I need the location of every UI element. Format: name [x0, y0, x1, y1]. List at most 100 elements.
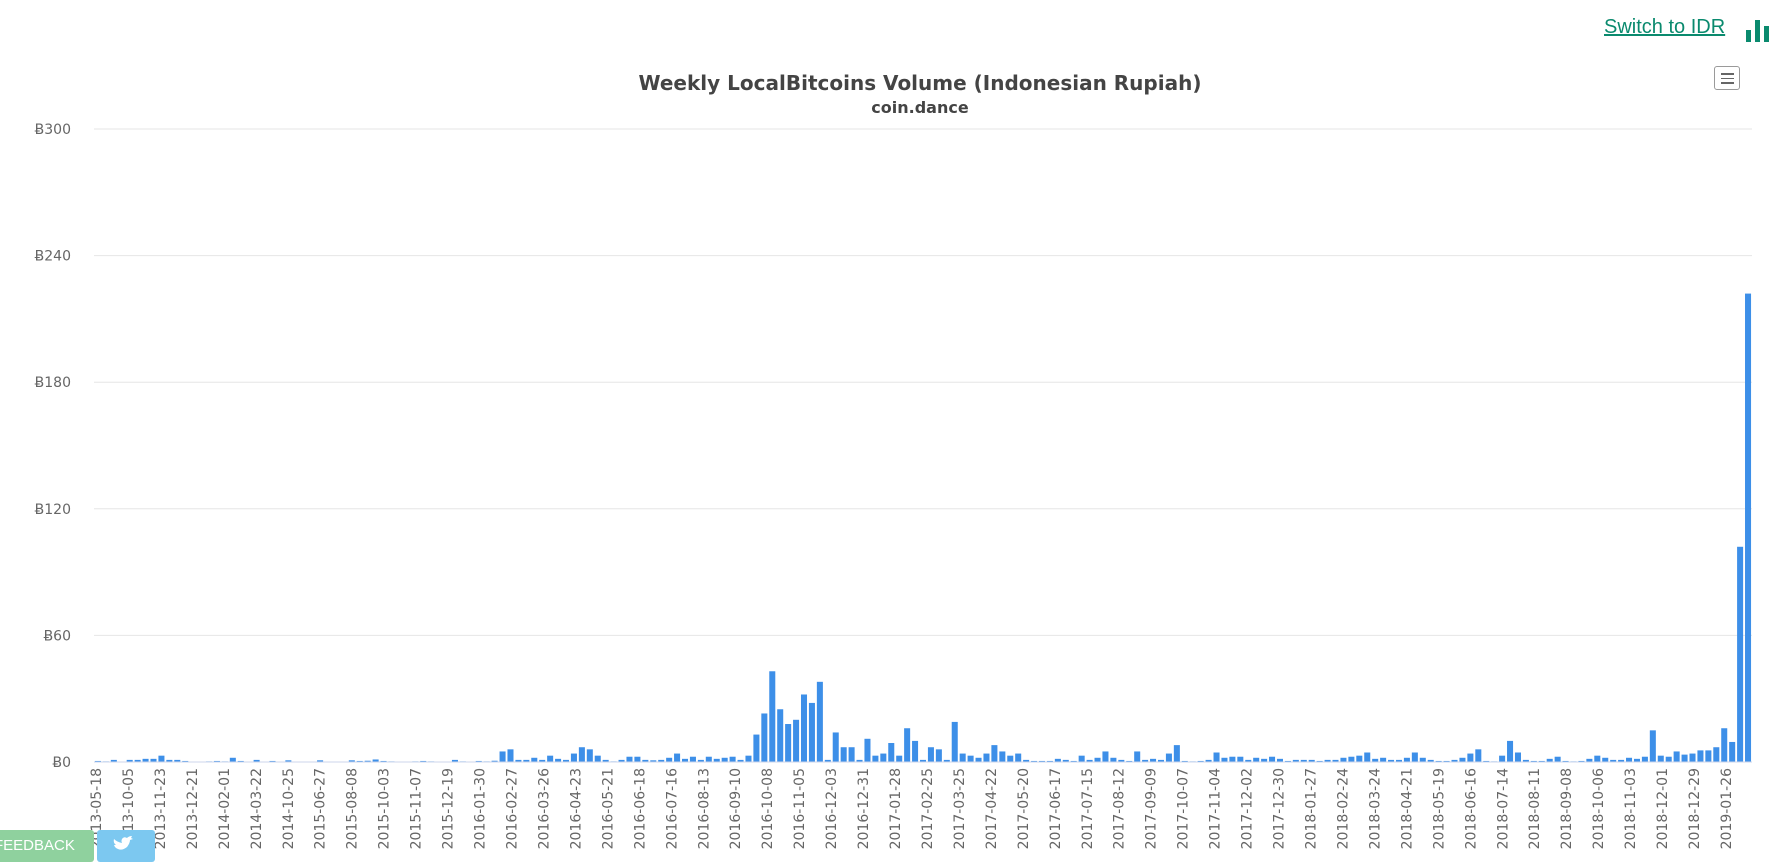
- x-tick-label: 2017-08-12: [1112, 768, 1128, 849]
- bar: [927, 747, 934, 762]
- bar: [967, 755, 974, 762]
- bar: [1316, 760, 1323, 762]
- bar: [1142, 759, 1149, 762]
- x-tick-label: 2017-10-07: [1176, 768, 1192, 849]
- bar: [1507, 740, 1514, 762]
- bar: [134, 759, 141, 762]
- chart-menu-button[interactable]: [1714, 66, 1740, 90]
- bar: [880, 753, 887, 762]
- bar: [1435, 760, 1442, 762]
- bar: [1205, 759, 1212, 762]
- y-tick-label: Ƀ180: [35, 375, 71, 391]
- twitter-button[interactable]: [97, 830, 155, 862]
- bar: [1713, 747, 1720, 762]
- x-tick-label: 2017-02-25: [920, 768, 936, 849]
- bar: [213, 760, 220, 762]
- x-tick-label: 2016-06-18: [632, 768, 648, 849]
- x-tick-label: 2018-09-08: [1559, 768, 1575, 849]
- x-tick-label: 2014-10-25: [281, 768, 297, 849]
- bar: [1681, 754, 1688, 762]
- y-tick-label: Ƀ300: [35, 122, 71, 138]
- bar: [1403, 757, 1410, 762]
- bar: [904, 728, 911, 762]
- switch-to-idr-link[interactable]: Switch to IDR: [1604, 16, 1726, 38]
- bar: [1657, 755, 1664, 762]
- bar: [1181, 760, 1188, 762]
- x-tick-label: 2017-07-15: [1080, 768, 1096, 849]
- bar: [1483, 760, 1490, 762]
- bar: [666, 757, 673, 762]
- bar: [1443, 760, 1450, 762]
- bar: [999, 751, 1006, 762]
- bar: [285, 760, 292, 762]
- bar: [896, 755, 903, 762]
- bar: [1546, 758, 1553, 762]
- x-tick-label: 2016-10-08: [760, 768, 776, 849]
- bar: [1284, 760, 1291, 762]
- bar: [1419, 757, 1426, 762]
- bar: [1292, 759, 1299, 762]
- hamburger-menu-icon: [1721, 82, 1734, 84]
- feedback-button[interactable]: FEEDBACK: [0, 830, 94, 862]
- bar: [991, 745, 998, 762]
- twitter-bird-icon: [113, 836, 133, 850]
- x-tick-label: 2018-08-11: [1527, 768, 1543, 849]
- x-tick-label: 2016-12-31: [856, 768, 872, 849]
- bar: [800, 694, 808, 762]
- x-tick-label: 2016-05-21: [600, 768, 616, 849]
- x-tick-label: 2018-07-14: [1495, 768, 1511, 849]
- bar: [1467, 753, 1474, 762]
- x-tick-label: 2018-03-24: [1367, 768, 1383, 849]
- bar: [1165, 753, 1172, 762]
- bar: [1118, 759, 1125, 762]
- bar: [110, 759, 117, 762]
- bar-chart-icon[interactable]: [1744, 18, 1772, 42]
- bar: [793, 719, 800, 762]
- bar: [1364, 752, 1371, 762]
- x-tick-label: 2019-01-26: [1719, 768, 1735, 849]
- bar: [1324, 759, 1331, 762]
- bar: [253, 759, 260, 762]
- bar: [570, 753, 577, 762]
- bar: [959, 753, 966, 762]
- x-tick-label: 2016-09-10: [728, 768, 744, 849]
- bar: [1641, 756, 1648, 762]
- x-tick-label: 2018-10-06: [1591, 768, 1607, 849]
- x-tick-label: 2016-07-16: [664, 768, 680, 849]
- bar-chart-icon-bar: [1755, 20, 1760, 42]
- bar: [1649, 730, 1656, 762]
- bar: [174, 759, 181, 762]
- x-tick-label: 2018-12-29: [1687, 768, 1703, 849]
- bar: [1633, 758, 1640, 762]
- x-tick-label: 2018-12-01: [1655, 768, 1671, 849]
- bar: [475, 760, 482, 762]
- bar: [1023, 759, 1030, 762]
- bar: [697, 759, 704, 762]
- x-tick-label: 2017-01-28: [888, 768, 904, 849]
- bar: [935, 749, 942, 762]
- x-tick-label: 2016-08-13: [696, 768, 712, 849]
- x-tick-label: 2016-12-03: [824, 768, 840, 849]
- x-axis: 2013-05-18 2013-10-05 2013-11-23 2013-12-21…: [89, 761, 1752, 849]
- bar: [912, 740, 919, 762]
- x-tick-label: 2017-05-20: [1016, 768, 1032, 849]
- bar: [1221, 757, 1228, 762]
- bar: [499, 751, 506, 762]
- x-tick-label: 2018-05-19: [1431, 768, 1447, 849]
- x-tick-label: 2016-04-23: [568, 768, 584, 849]
- bar: [1522, 759, 1529, 762]
- bar: [1737, 546, 1744, 762]
- bar-chart-icon-bar: [1764, 26, 1769, 42]
- bar: [372, 759, 379, 762]
- y-axis: Ƀ0 Ƀ60 Ƀ120 Ƀ180 Ƀ240 Ƀ300: [35, 122, 71, 771]
- bar: [491, 760, 498, 762]
- x-tick-label: 2016-02-27: [505, 768, 521, 849]
- bar: [1015, 753, 1022, 762]
- bar: [380, 760, 387, 762]
- bar: [888, 743, 895, 762]
- bar: [1110, 757, 1117, 762]
- bar: [348, 760, 355, 762]
- y-tick-label: Ƀ240: [35, 249, 71, 265]
- bar: [555, 758, 562, 762]
